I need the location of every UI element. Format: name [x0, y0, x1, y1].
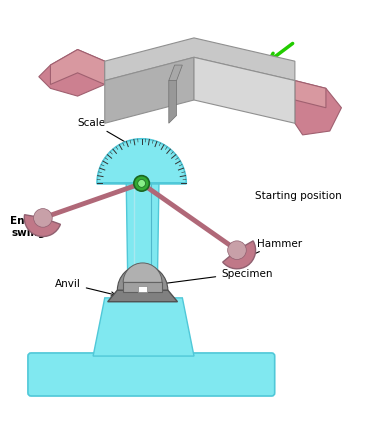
Wedge shape [24, 215, 61, 237]
Polygon shape [105, 39, 295, 81]
Polygon shape [138, 287, 147, 292]
Polygon shape [105, 58, 194, 124]
Text: Scale: Scale [77, 118, 136, 149]
Circle shape [138, 180, 146, 188]
Polygon shape [126, 176, 159, 298]
Wedge shape [123, 263, 162, 283]
Circle shape [228, 241, 246, 260]
Polygon shape [194, 58, 295, 124]
Polygon shape [39, 50, 105, 97]
Polygon shape [295, 81, 326, 109]
Polygon shape [169, 66, 182, 81]
Polygon shape [97, 139, 186, 184]
Polygon shape [123, 283, 162, 292]
Text: Anvil: Anvil [55, 279, 115, 296]
Polygon shape [295, 81, 341, 135]
Text: Specimen: Specimen [162, 268, 273, 285]
Circle shape [34, 209, 52, 228]
Text: Starting position: Starting position [255, 190, 341, 201]
Polygon shape [50, 50, 105, 85]
Wedge shape [118, 265, 168, 291]
Polygon shape [93, 298, 194, 356]
Text: End of
swing: End of swing [10, 216, 48, 237]
Circle shape [134, 176, 149, 192]
Polygon shape [169, 81, 177, 124]
FancyBboxPatch shape [28, 353, 275, 396]
Text: Hammer: Hammer [244, 238, 302, 259]
Polygon shape [108, 291, 178, 302]
Wedge shape [223, 241, 256, 269]
